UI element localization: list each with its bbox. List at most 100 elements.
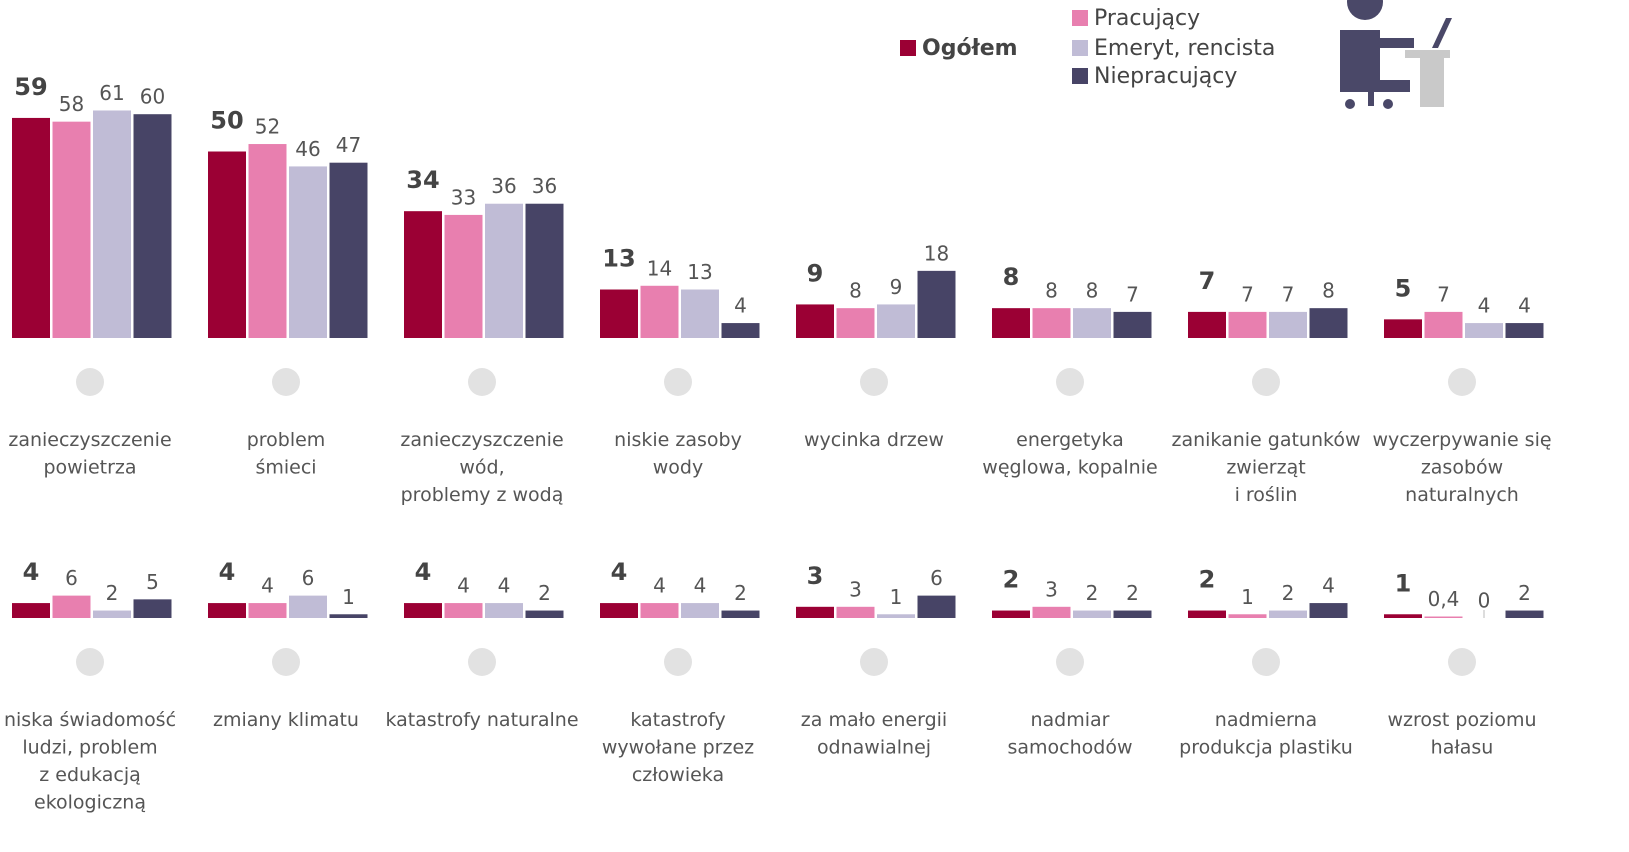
value-label: 13 [687, 260, 712, 284]
bar [917, 270, 956, 338]
value-label: 1 [890, 585, 903, 609]
value-label: 2 [1003, 566, 1020, 594]
bar [1228, 614, 1267, 618]
value-label: 14 [647, 256, 672, 280]
bar [1309, 308, 1348, 338]
bar [525, 610, 564, 618]
legend-swatch [1072, 10, 1088, 26]
value-label: 4 [611, 558, 628, 586]
bar [248, 603, 287, 618]
value-label: 7 [1126, 282, 1139, 306]
bar [796, 606, 834, 618]
bar [12, 603, 50, 618]
bar [444, 214, 483, 338]
value-label: 2 [106, 581, 119, 605]
value-label: 18 [924, 241, 949, 265]
bar [1505, 323, 1544, 338]
bar [1228, 311, 1267, 338]
bar [917, 595, 956, 618]
value-label: 59 [14, 73, 47, 101]
value-label: 6 [65, 566, 78, 590]
category-label: zanieczyszczenie powietrza [8, 429, 171, 479]
bar [485, 203, 523, 338]
bar [640, 285, 679, 338]
bar [208, 151, 246, 338]
value-label: 8 [1322, 279, 1335, 303]
bar [404, 603, 442, 618]
bar [640, 603, 679, 618]
value-label: 6 [930, 566, 943, 590]
legend-label: Ogółem [922, 36, 1018, 61]
bar [1032, 308, 1071, 338]
value-label: 2 [1086, 581, 1099, 605]
category-label: nadmierna produkcja plastiku [1179, 709, 1353, 759]
category-icon [76, 368, 104, 396]
bar [1465, 323, 1503, 338]
bar [404, 211, 442, 338]
value-label: 9 [890, 275, 903, 299]
bar [289, 595, 327, 618]
category-icon [1056, 648, 1084, 676]
value-label: 2 [538, 581, 551, 605]
bar [992, 610, 1030, 618]
category-label: energetyka węglowa, kopalnie [982, 429, 1157, 479]
bar [329, 162, 368, 338]
bar [681, 603, 719, 618]
category-icon [272, 648, 300, 676]
value-label: 4 [734, 294, 747, 318]
value-label: 5 [1395, 274, 1412, 302]
bar [485, 603, 523, 618]
value-label: 36 [491, 174, 516, 198]
value-label: 7 [1199, 267, 1216, 295]
bar [721, 610, 760, 618]
bar [992, 308, 1030, 338]
value-label: 6 [302, 566, 315, 590]
legend-label: Niepracujący [1094, 64, 1237, 89]
bar [1424, 616, 1463, 618]
category-icon [272, 368, 300, 396]
legend-swatch [1072, 68, 1088, 84]
value-label: 4 [1322, 574, 1335, 598]
value-label: 9 [807, 259, 824, 287]
value-label: 52 [255, 115, 280, 139]
bar [1505, 610, 1544, 618]
bar [133, 114, 172, 338]
bar [1384, 614, 1422, 618]
bar [52, 121, 91, 338]
bar [1073, 610, 1111, 618]
legend-swatch [1072, 40, 1088, 56]
category-icon [1448, 368, 1476, 396]
value-label: 58 [59, 92, 84, 116]
bar [877, 304, 915, 338]
value-label: 2 [1518, 581, 1531, 605]
value-label: 0 [1478, 589, 1491, 613]
category-label: niska świadomość ludzi, problem z edukacją… [4, 709, 176, 814]
value-label: 1 [1395, 569, 1412, 597]
value-label: 4 [694, 574, 707, 598]
value-label: 4 [261, 574, 274, 598]
value-label: 33 [451, 185, 476, 209]
category-icon [860, 648, 888, 676]
category-icon [468, 368, 496, 396]
bar [93, 610, 131, 618]
value-label: 8 [1003, 263, 1020, 291]
bar [836, 606, 875, 618]
bar [133, 599, 172, 618]
value-label: 2 [1126, 581, 1139, 605]
value-label: 4 [23, 558, 40, 586]
category-label: zmiany klimatu [213, 709, 359, 731]
category-icon [76, 648, 104, 676]
value-label: 4 [1518, 294, 1531, 318]
value-label: 3 [807, 562, 824, 590]
bar [1424, 311, 1463, 338]
value-label: 4 [457, 574, 470, 598]
bar [1188, 610, 1226, 618]
category-icon [664, 648, 692, 676]
value-label: 4 [498, 574, 511, 598]
category-icon [1252, 648, 1280, 676]
value-label: 5 [146, 570, 159, 594]
person-icon [1340, 0, 1452, 109]
bar [877, 614, 915, 618]
value-label: 7 [1437, 282, 1450, 306]
value-label: 1 [1241, 585, 1254, 609]
